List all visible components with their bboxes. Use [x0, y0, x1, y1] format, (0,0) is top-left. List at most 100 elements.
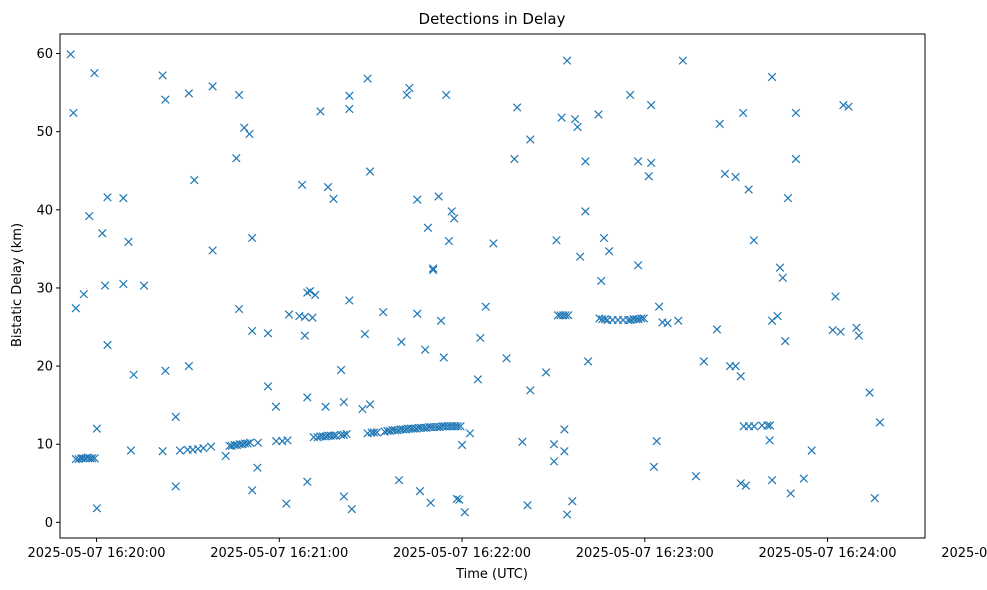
y-tick-label: 50 — [36, 125, 53, 140]
x-tick-label: 2025-05-07 16:21:00 — [210, 546, 348, 561]
data-point — [646, 158, 656, 168]
data-point — [744, 185, 753, 194]
x-axis-ticks: 2025-05-07 16:20:00 2025-05-07 16:21:00 20… — [28, 538, 987, 561]
data-point — [836, 327, 845, 336]
data-point — [303, 477, 312, 486]
data-point — [345, 91, 354, 100]
data-point — [720, 169, 730, 179]
data-point — [90, 68, 99, 78]
data-point — [88, 454, 97, 463]
data-point — [465, 429, 475, 438]
data-point — [363, 74, 372, 83]
data-point — [444, 236, 454, 246]
data-point — [232, 154, 241, 163]
data-point — [765, 436, 774, 445]
x-tick-label: 2025-05-07 16:24:00 — [758, 546, 896, 561]
y-axis-ticks: 0 10 20 30 40 50 60 — [36, 47, 60, 531]
data-point — [245, 438, 255, 447]
data-point — [129, 370, 138, 379]
data-point — [378, 307, 388, 317]
data-point — [428, 265, 438, 275]
y-axis-label: Bistatic Delay (km) — [10, 223, 25, 347]
data-point — [175, 446, 185, 455]
data-point — [549, 440, 559, 449]
data-point — [420, 345, 430, 354]
x-tick-label: 2025-05-07 16:23:00 — [576, 546, 714, 561]
data-point — [457, 440, 467, 450]
data-point — [394, 475, 404, 485]
data-point — [413, 195, 422, 204]
data-point — [775, 263, 785, 272]
data-point — [854, 331, 864, 340]
data-point — [90, 454, 99, 463]
data-point — [583, 357, 593, 366]
data-point — [124, 237, 133, 247]
data-point — [365, 167, 375, 176]
data-point — [749, 422, 759, 431]
data-point — [247, 486, 257, 495]
data-point — [799, 474, 809, 483]
data-point — [323, 182, 333, 192]
data-point — [402, 90, 412, 100]
data-point — [441, 90, 451, 100]
data-point — [731, 172, 740, 182]
data-point — [303, 393, 312, 402]
data-point — [449, 214, 459, 223]
data-point — [489, 239, 498, 248]
data-point — [297, 180, 307, 190]
data-point — [308, 313, 317, 322]
chart-title: Detections in Delay — [419, 10, 566, 28]
data-point — [436, 316, 446, 325]
data-point — [271, 402, 281, 411]
data-point — [644, 171, 653, 181]
data-point — [637, 314, 646, 323]
data-point — [778, 273, 787, 283]
data-point — [523, 500, 532, 510]
data-point — [460, 507, 470, 517]
data-point — [98, 229, 107, 238]
data-point — [674, 316, 683, 325]
data-point — [184, 89, 194, 98]
data-point — [568, 497, 577, 506]
data-point — [844, 102, 853, 111]
data-point — [767, 72, 777, 82]
data-point — [66, 50, 75, 59]
data-point — [158, 71, 167, 80]
data-point — [69, 108, 78, 118]
data-point — [581, 157, 590, 166]
data-point — [807, 446, 816, 455]
data-point — [247, 233, 257, 243]
data-point — [549, 457, 559, 466]
data-point — [870, 493, 879, 503]
y-tick-label: 10 — [36, 438, 53, 453]
data-point — [731, 361, 740, 371]
data-point — [365, 400, 375, 409]
x-axis-label: Time (UTC) — [455, 567, 528, 582]
data-point — [597, 276, 606, 286]
data-point — [715, 119, 724, 129]
data-point — [510, 154, 519, 164]
data-point — [426, 498, 435, 508]
data-point — [875, 418, 885, 427]
data-point — [263, 382, 273, 391]
data-point — [831, 292, 840, 301]
data-point — [773, 311, 782, 321]
data-point — [476, 333, 485, 343]
data-point — [600, 314, 610, 324]
data-point — [786, 489, 795, 498]
data-point — [434, 192, 443, 201]
data-point — [161, 366, 170, 376]
data-point — [473, 375, 483, 384]
data-point — [253, 463, 262, 472]
data-point — [85, 211, 94, 221]
data-point — [300, 331, 310, 340]
data-point — [139, 281, 149, 290]
data-point — [570, 114, 580, 124]
data-point — [557, 113, 566, 122]
data-point — [738, 108, 748, 118]
data-point — [243, 439, 252, 448]
data-point — [329, 431, 338, 440]
data-point — [423, 223, 433, 233]
data-point — [573, 122, 582, 132]
data-point — [783, 193, 793, 203]
